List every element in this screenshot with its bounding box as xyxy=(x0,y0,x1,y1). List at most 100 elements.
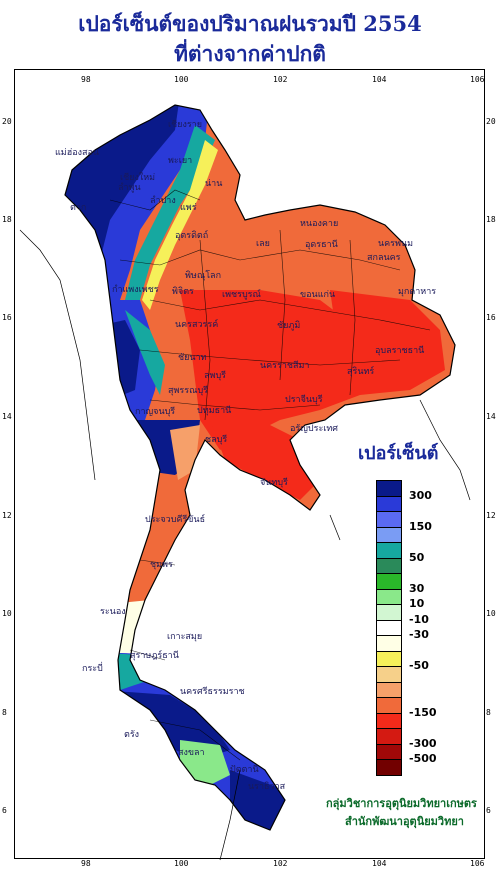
legend-value-label: 10 xyxy=(409,597,425,610)
legend-value-label: 300 xyxy=(409,488,432,502)
map-title-line1: เปอร์เซ็นต์ของปริมาณฝนรวมปี 2554 xyxy=(78,11,422,36)
province-label: สุพรรณบุรี xyxy=(168,386,208,396)
x-tick-label: 104 xyxy=(372,859,387,868)
province-label: ตรัง xyxy=(124,730,140,740)
x-tick-label: 98 xyxy=(81,75,91,84)
province-label: พะเยา xyxy=(168,156,193,166)
province-label: หนองคาย xyxy=(300,219,339,229)
y-tick-label: 8 xyxy=(2,708,7,717)
legend-value-label: -150 xyxy=(409,705,437,719)
legend-swatch xyxy=(376,511,402,528)
province-label: ลำปาง xyxy=(150,196,176,206)
legend-swatch xyxy=(376,759,402,776)
province-label: เชียงใหม่ xyxy=(120,173,156,183)
y-tick-label: 14 xyxy=(486,412,496,421)
legend-value-label: -50 xyxy=(409,659,429,672)
province-label: แม่ฮ่องสอน xyxy=(55,148,100,158)
province-label: พิษณุโลก xyxy=(185,271,222,281)
province-label: ตาก xyxy=(70,203,87,213)
legend-swatch xyxy=(376,573,402,590)
y-tick-label: 12 xyxy=(486,511,496,520)
y-tick-label: 10 xyxy=(2,609,12,618)
legend-swatch xyxy=(376,650,402,667)
province-label: สงขลา xyxy=(178,748,205,758)
y-tick-label: 6 xyxy=(2,806,7,815)
legend-value-label: -500 xyxy=(409,752,437,765)
province-label: เลย xyxy=(256,239,270,249)
province-label: จันทบุรี xyxy=(260,478,288,488)
legend-swatch xyxy=(376,604,402,621)
legend-swatch xyxy=(376,681,402,698)
y-tick-label: 14 xyxy=(2,412,12,421)
province-label: ปัตตานี xyxy=(230,765,259,775)
credit-line1: กลุ่มวิชาการอุตุนิยมวิทยาเกษตร xyxy=(326,797,477,810)
y-tick-label: 18 xyxy=(2,215,12,224)
province-label: อรัญประเทศ xyxy=(290,424,339,434)
x-tick-label: 106 xyxy=(470,75,485,84)
legend-value-label: -300 xyxy=(409,736,437,750)
x-tick-label: 106 xyxy=(470,859,485,868)
x-tick-label: 98 xyxy=(81,859,91,868)
legend-swatch xyxy=(376,666,402,683)
legend-swatch xyxy=(376,743,402,760)
province-label: อุบลราชธานี xyxy=(375,346,425,356)
legend-swatch xyxy=(376,712,402,729)
credit-line2: สำนักพัฒนาอุตุนิยมวิทยา xyxy=(345,815,464,828)
y-tick-label: 8 xyxy=(486,708,491,717)
province-label: เพชรบูรณ์ xyxy=(222,290,261,300)
map-title-line2: ที่ต่างจากค่าปกติ xyxy=(174,41,326,66)
province-label: สกลนคร xyxy=(367,253,401,263)
y-tick-label: 16 xyxy=(2,313,12,322)
province-label: กำแพงเพชร xyxy=(112,285,159,295)
province-label: แพร่ xyxy=(180,203,197,213)
legend-swatch xyxy=(376,697,402,714)
province-label: ขอนแก่น xyxy=(300,290,336,300)
legend-swatch xyxy=(376,480,402,497)
legend-swatch xyxy=(376,635,402,652)
province-label: กระบี่ xyxy=(82,664,103,674)
legend-title: เปอร์เซ็นต์ xyxy=(358,443,439,464)
province-label: นครพนม xyxy=(378,239,414,249)
province-label: ปราจีนบุรี xyxy=(285,395,323,405)
province-label: ประจวบคีรีขันธ์ xyxy=(145,515,206,525)
y-tick-label: 6 xyxy=(486,806,491,815)
province-label: อุตรดิตถ์ xyxy=(175,231,209,241)
province-label: สุราษฎร์ธานี xyxy=(130,651,179,661)
y-tick-label: 20 xyxy=(486,117,496,126)
legend-value-label: -10 xyxy=(409,612,429,626)
province-label: ชุมพร xyxy=(150,560,173,570)
province-label: ชลบุรี xyxy=(205,435,228,445)
x-tick-label: 100 xyxy=(174,859,189,868)
legend-swatch xyxy=(376,526,402,543)
y-tick-label: 16 xyxy=(486,313,496,322)
legend-swatch xyxy=(376,557,402,574)
legend-value-label: 150 xyxy=(409,519,432,533)
province-label: เกาะสมุย xyxy=(167,632,203,642)
province-label: ลำพูน xyxy=(118,183,141,193)
legend-value-label: 50 xyxy=(409,550,425,564)
x-tick-label: 102 xyxy=(273,75,288,84)
province-label: นครราชสีมา xyxy=(260,361,310,371)
legend-value-label: 30 xyxy=(409,581,425,595)
province-label: นครศรีธรรมราช xyxy=(180,687,245,697)
province-label: มุกดาหาร xyxy=(398,287,437,297)
province-label: นครสวรรค์ xyxy=(175,320,219,330)
province-label: ชัยนาท xyxy=(178,353,207,363)
y-tick-label: 10 xyxy=(486,609,496,618)
y-tick-label: 18 xyxy=(486,215,496,224)
province-label: ปทุมธานี xyxy=(197,406,232,416)
province-label: อุดรธานี xyxy=(305,240,338,250)
legend-value-label: -30 xyxy=(409,628,429,641)
y-tick-label: 12 xyxy=(2,511,12,520)
province-label: ชัยภูมิ xyxy=(277,321,301,331)
province-label: พิจิตร xyxy=(172,287,194,297)
province-label: นราธิวาส xyxy=(248,782,286,792)
legend-swatch xyxy=(376,542,402,559)
province-label: ระนอง xyxy=(100,607,126,617)
y-tick-label: 20 xyxy=(2,117,12,126)
x-tick-label: 102 xyxy=(273,859,288,868)
legend-swatch xyxy=(376,495,402,512)
province-label: เชียงราย xyxy=(168,120,203,130)
x-tick-label: 104 xyxy=(372,75,387,84)
legend-swatch xyxy=(376,619,402,636)
